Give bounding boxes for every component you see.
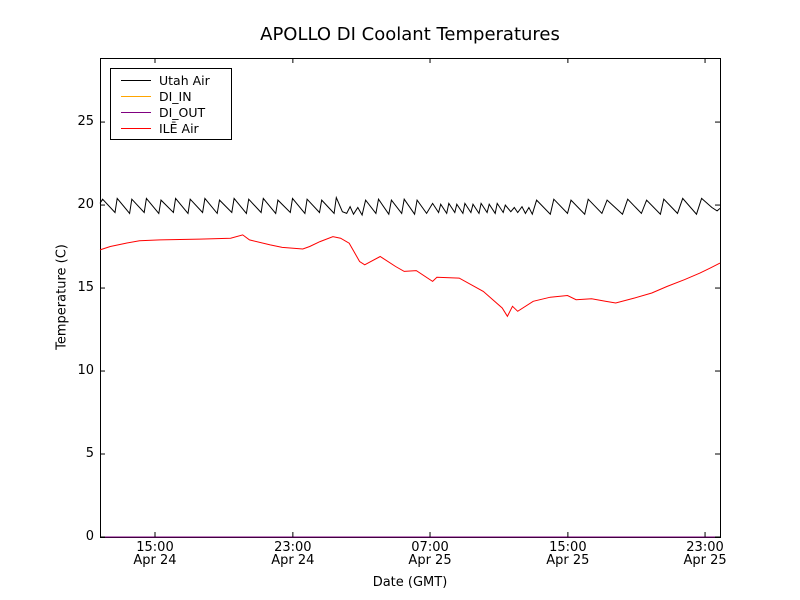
legend-item-di-out: DI_OUT bbox=[111, 105, 231, 120]
legend: Utah Air DI_IN DI_OUT ILĒ Air bbox=[110, 68, 232, 140]
y-tick-label: 5 bbox=[85, 446, 94, 461]
x-tick-label: 07:00 Apr 25 bbox=[408, 540, 452, 568]
x-tick-label: 15:00 Apr 25 bbox=[546, 540, 590, 568]
legend-item-utah-air: Utah Air bbox=[111, 73, 231, 88]
legend-label: DI_OUT bbox=[159, 104, 206, 120]
y-tick-label: 15 bbox=[77, 280, 94, 296]
x-tick-label: 23:00 Apr 24 bbox=[271, 540, 315, 568]
y-tick-label: 0 bbox=[85, 529, 94, 544]
series-line-il-air bbox=[99, 234, 721, 318]
x-tick-label: 23:00 Apr 25 bbox=[683, 540, 727, 568]
di-out-line-sample bbox=[121, 111, 151, 113]
y-tick-label: 10 bbox=[77, 363, 94, 379]
legend-label: DI_IN bbox=[159, 88, 192, 104]
x-axis-label: Date (GMT) bbox=[372, 575, 448, 590]
ile-air-line-sample bbox=[121, 127, 151, 129]
legend-label: Utah Air bbox=[159, 72, 210, 88]
series-line-utah-air bbox=[99, 195, 721, 217]
y-tick-label: 25 bbox=[77, 114, 94, 130]
y-tick-label: 20 bbox=[77, 197, 94, 213]
legend-label: ILĒ Air bbox=[159, 120, 199, 136]
utah-air-line-sample bbox=[121, 79, 151, 81]
x-tick-label: 15:00 Apr 24 bbox=[133, 540, 177, 568]
legend-item-di-in: DI_IN bbox=[111, 89, 231, 104]
legend-item-ile-air: ILĒ Air bbox=[111, 121, 231, 136]
chart-title: APOLLO DI Coolant Temperatures bbox=[260, 24, 560, 45]
di-in-line-sample bbox=[121, 95, 151, 97]
y-axis-label: Temperature (C) bbox=[54, 244, 70, 350]
